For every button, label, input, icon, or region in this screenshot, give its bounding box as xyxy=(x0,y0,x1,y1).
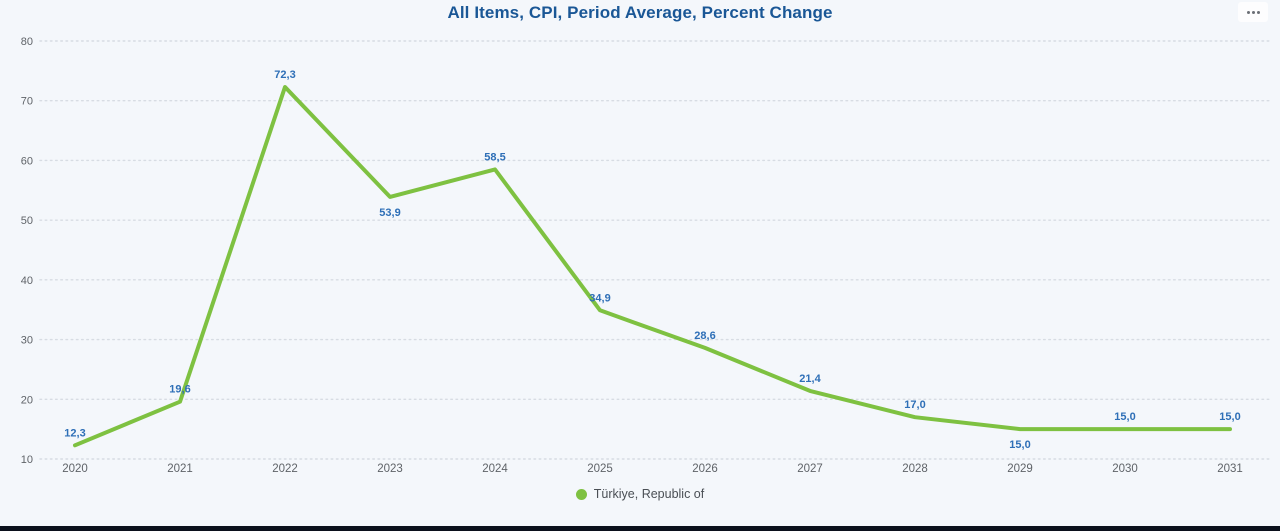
data-point-label: 19,6 xyxy=(169,384,190,396)
y-axis-tick-label: 80 xyxy=(21,36,33,48)
ellipsis-icon xyxy=(1246,10,1260,14)
series-line[interactable] xyxy=(73,85,1232,448)
data-point-label: 72,3 xyxy=(274,69,295,81)
x-axis-tick-label: 2020 xyxy=(62,463,88,475)
data-point-label: 17,0 xyxy=(904,399,925,411)
chart-legend[interactable]: Türkiye, Republic of xyxy=(0,487,1280,501)
y-axis-tick-label: 10 xyxy=(21,454,33,466)
y-axis-tick-label: 70 xyxy=(21,96,33,108)
x-axis-tick-label: 2028 xyxy=(902,463,928,475)
x-axis-tick-label: 2026 xyxy=(692,463,718,475)
data-point-label: 12,3 xyxy=(64,427,85,439)
legend-label: Türkiye, Republic of xyxy=(593,487,705,501)
y-axis-tick-label: 40 xyxy=(21,275,33,287)
y-axis-tick-label: 60 xyxy=(21,155,33,167)
x-axis-tick-label: 2027 xyxy=(797,463,823,475)
chart-title: All Items, CPI, Period Average, Percent … xyxy=(447,3,833,22)
data-point-label: 15,0 xyxy=(1009,439,1030,451)
data-point-label: 15,0 xyxy=(1114,411,1135,423)
y-axis-tick-label: 30 xyxy=(21,335,33,347)
x-axis-tick-label: 2029 xyxy=(1007,463,1033,475)
x-axis-tick-label: 2025 xyxy=(587,463,613,475)
data-point-label: 28,6 xyxy=(694,330,715,342)
x-axis-tick-label: 2031 xyxy=(1217,463,1243,475)
x-axis-tick-label: 2030 xyxy=(1112,463,1138,475)
more-options-button[interactable] xyxy=(1238,2,1268,22)
x-axis-tick-label: 2024 xyxy=(482,463,508,475)
y-axis-tick-label: 20 xyxy=(21,394,33,406)
legend-series-dot-icon xyxy=(575,488,587,500)
x-axis-tick-label: 2021 xyxy=(167,463,193,475)
x-axis-tick-label: 2022 xyxy=(272,463,298,475)
data-point-label: 34,9 xyxy=(589,292,610,304)
data-point-label: 15,0 xyxy=(1219,411,1240,423)
y-axis-tick-label: 50 xyxy=(21,215,33,227)
x-axis-tick-label: 2023 xyxy=(377,463,403,475)
data-point-label: 53,9 xyxy=(379,207,400,219)
bottom-bar xyxy=(0,526,1280,531)
data-point-label: 58,5 xyxy=(484,151,505,163)
data-point-label: 21,4 xyxy=(799,373,821,385)
